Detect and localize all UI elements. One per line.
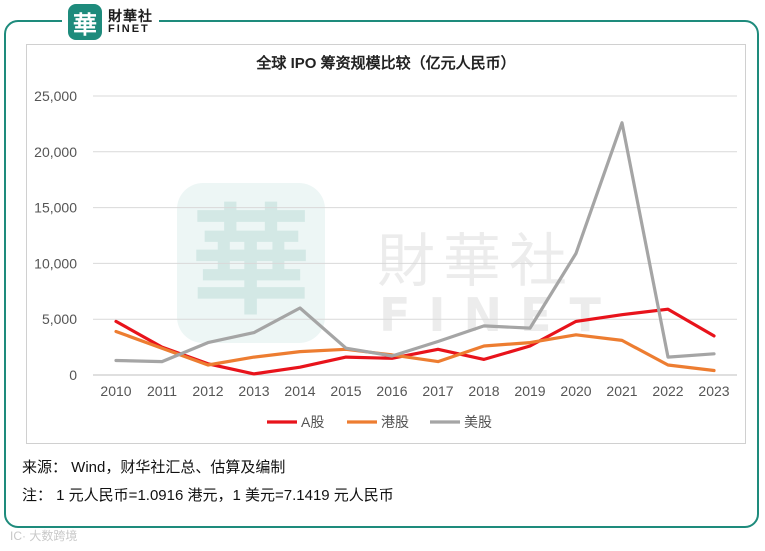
x-tick-label: 2020 <box>560 383 591 399</box>
x-tick-label: 2022 <box>652 383 683 399</box>
legend-label-1: A股 <box>301 414 324 430</box>
exchange-rate-note: 注： 1 元人民币=1.0916 港元，1 美元=7.1419 元人民币 <box>22 487 394 504</box>
x-tick-label: 2012 <box>192 383 223 399</box>
chart-title: 全球 IPO 筹资规模比较（亿元人民币） <box>256 55 516 72</box>
x-tick-label: 2023 <box>698 383 729 399</box>
y-tick-label: 20,000 <box>34 144 77 160</box>
x-tick-label: 2014 <box>284 383 315 399</box>
y-tick-label: 25,000 <box>34 88 77 104</box>
x-tick-label: 2021 <box>606 383 637 399</box>
x-tick-label: 2018 <box>468 383 499 399</box>
source-note: 来源： Wind，财华社汇总、估算及编制 <box>22 459 286 476</box>
logo-cn: 財華社 <box>108 7 153 24</box>
finet-logo: 華 財華社 FINET <box>62 2 159 42</box>
logo-mark-icon: 華 <box>68 4 102 40</box>
x-tick-label: 2015 <box>330 383 361 399</box>
x-tick-label: 2019 <box>514 383 545 399</box>
series-line-1 <box>114 307 716 376</box>
y-tick-label: 5,000 <box>42 311 77 327</box>
x-tick-label: 2016 <box>376 383 407 399</box>
x-tick-label: 2010 <box>100 383 131 399</box>
y-tick-label: 15,000 <box>34 200 77 216</box>
line-chart: 華財華社FINET 0 5,000 10,000 15,000 20,000 25,000 2… <box>34 88 737 430</box>
corner-watermark: IC· 大数跨境 <box>10 529 78 543</box>
chart-area: 全球 IPO 筹资规模比较（亿元人民币） 華財華社 FINET 0 5,000 10,0… <box>26 44 746 444</box>
y-tick-label: 0 <box>69 367 77 383</box>
watermark-cn-text: 財華社 <box>377 227 575 295</box>
legend-label-3: 美股 <box>464 414 492 430</box>
legend-label-2: 港股 <box>381 414 409 430</box>
logo-en: FINET <box>108 22 150 35</box>
y-tick-label: 10,000 <box>34 255 77 271</box>
logo-text: 財華社 FINET <box>108 9 153 35</box>
series-line-3 <box>114 121 716 364</box>
x-tick-label: 2011 <box>147 383 177 399</box>
x-tick-label: 2017 <box>422 383 453 399</box>
series-line-2 <box>114 329 716 373</box>
watermark-mark-text: 華 <box>192 192 310 331</box>
watermark-en-text: FINET <box>379 288 619 342</box>
x-tick-label: 2013 <box>238 383 269 399</box>
